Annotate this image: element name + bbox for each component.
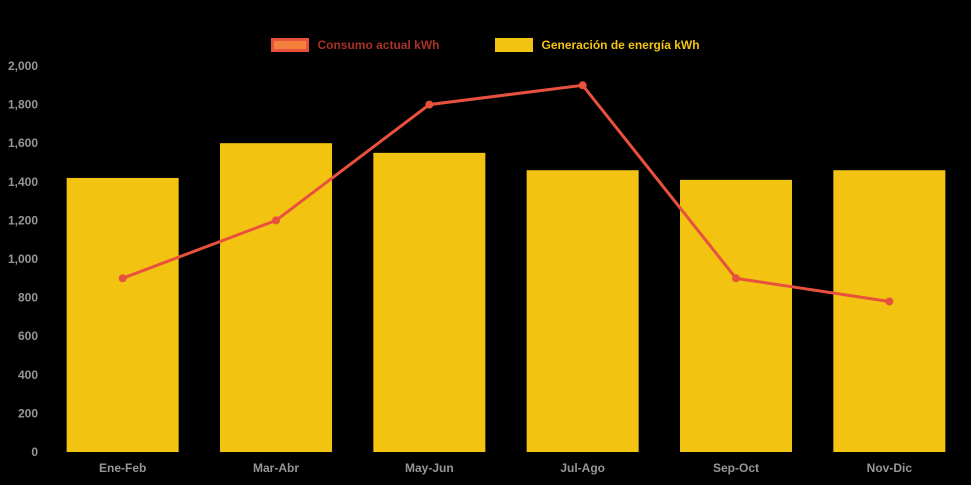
generation-bar[interactable] [373,152,486,452]
consumption-point[interactable] [578,81,587,90]
y-axis-tick-label: 200 [18,406,38,420]
x-axis-tick-label: Jul-Ago [560,461,605,475]
consumo-actual-swatch [271,38,310,52]
legend-item-generacion-energia[interactable]: Generación de energía kWh [495,38,700,52]
x-axis-tick-label: Ene-Feb [99,461,146,475]
generacion-energia-swatch [495,38,534,52]
consumo-actual-label: Consumo actual kWh [317,38,440,52]
generacion-energia-label: Generación de energía kWh [541,38,700,52]
legend-item-consumo-actual[interactable]: Consumo actual kWh [271,38,439,52]
consumption-point[interactable] [425,100,434,109]
x-axis-tick-label: Mar-Abr [253,461,299,475]
y-axis-tick-label: 0 [31,445,38,459]
generation-bar[interactable] [220,143,332,452]
x-axis-tick-label: May-Jun [405,461,454,475]
y-axis-tick-label: 400 [18,368,38,382]
y-axis-tick-label: 600 [18,329,38,343]
generation-bar[interactable] [680,179,792,452]
x-axis-tick-label: Nov-Dic [867,461,913,475]
y-axis-tick-label: 1,600 [8,136,38,150]
y-axis-tick-label: 800 [18,291,38,305]
consumption-point[interactable] [885,297,894,306]
y-axis-tick-label: 1,800 [8,98,38,112]
y-axis-tick-label: 1,000 [8,252,38,266]
generation-bar[interactable] [526,170,639,452]
consumption-point[interactable] [732,274,740,283]
chart-legend: Consumo actual kWh Generación de energía… [0,38,971,52]
y-axis-tick-label: 1,400 [8,175,38,189]
generation-bar[interactable] [833,170,946,452]
y-axis-tick-label: 2,000 [8,59,38,73]
consumption-point[interactable] [272,216,280,225]
generation-bar[interactable] [66,177,179,452]
x-axis-tick-label: Sep-Oct [713,461,759,475]
consumption-line [122,83,890,303]
consumption-point[interactable] [118,274,127,283]
y-axis-tick-label: 1,200 [8,213,38,227]
